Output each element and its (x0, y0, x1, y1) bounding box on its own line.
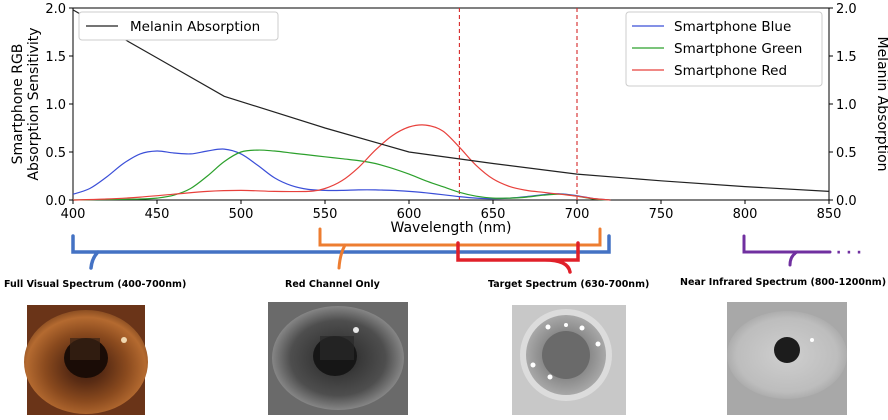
y-right-tick-label: 1.5 (836, 50, 857, 65)
series-layer (72, 9, 830, 201)
y-left-tick-label: 1.5 (45, 50, 66, 65)
target-spectrum-boundary-lines (458, 8, 578, 200)
bracket-near-infrared-label: Near Infrared Spectrum (800-1200nm) (680, 277, 886, 288)
series-smartphone-red-line (72, 124, 611, 201)
x-tick-label: 500 (229, 207, 254, 222)
x-tick-label: 650 (481, 207, 506, 222)
legend-melanin-label: Melanin Absorption (130, 19, 260, 35)
x-tick-label: 700 (565, 207, 590, 222)
bracket-target-label: Target Spectrum (630-700nm) (488, 279, 649, 290)
x-tick-label: 550 (313, 207, 338, 222)
y-right-tick-label: 0.5 (836, 146, 857, 161)
x-tick-label: 750 (649, 207, 674, 222)
full-visual-eye-photo (24, 305, 148, 415)
bracket-full-visual-label: Full Visual Spectrum (400-700nm) (4, 279, 186, 290)
y-right-tick-label: 0.0 (836, 194, 857, 209)
legend-rgb: Smartphone Blue Smartphone Green Smartph… (625, 11, 823, 87)
y-axis-left-label-line-1: Smartphone RGB (10, 44, 26, 165)
x-axis-label: Wavelength (nm) (391, 220, 512, 236)
x-tick-label: 450 (145, 207, 170, 222)
y-right-tick-label: 1.0 (836, 98, 857, 113)
target-spectrum-eye-photo (512, 305, 626, 415)
y-axis-right-label: Melanin Absorption (874, 36, 888, 171)
red-channel-eye-photo (268, 302, 408, 415)
x-axis-ticks: 400 450 500 550 600 650 700 750 800 850 (61, 200, 842, 222)
y-axis-right-ticks: 0.0 0.5 1.0 1.5 2.0 (829, 2, 857, 209)
y-left-tick-label: 2.0 (45, 2, 66, 17)
bracket-near-infrared-shape (742, 234, 832, 267)
y-axis-left-label: Smartphone RGB Absorption Sensitivity (10, 27, 42, 180)
legend-melanin: Melanin Absorption (78, 11, 279, 41)
bracket-red-channel: Red Channel Only (285, 227, 602, 290)
bracket-red-channel-label: Red Channel Only (285, 279, 381, 290)
y-axis-left-ticks: 0.0 0.5 1.0 1.5 2.0 (45, 2, 73, 209)
y-right-tick-label: 2.0 (836, 2, 857, 17)
legend-red-label: Smartphone Red (674, 63, 787, 79)
x-tick-label: 400 (61, 207, 86, 222)
near-infrared-eye-photo (727, 302, 847, 415)
series-melanin-absorption-line (72, 9, 830, 192)
legend-blue-label: Smartphone Blue (674, 19, 791, 35)
bracket-near-infrared: · · · Near Infrared Spectrum (800-1200nm… (680, 234, 886, 288)
series-smartphone-green-line (72, 149, 611, 201)
bracket-target-shape (456, 241, 580, 274)
legend-melanin-box (78, 11, 279, 41)
legend-green-label: Smartphone Green (674, 41, 802, 57)
y-left-tick-label: 0.0 (45, 194, 66, 209)
y-left-tick-label: 0.5 (45, 146, 66, 161)
legend-rgb-box (625, 11, 823, 87)
x-tick-label: 800 (733, 207, 758, 222)
x-tick-label: 600 (397, 207, 422, 222)
x-tick-label: 850 (817, 207, 842, 222)
bracket-target: Target Spectrum (630-700nm) (456, 241, 649, 290)
bracket-red-channel-shape (318, 227, 602, 270)
y-left-tick-label: 1.0 (45, 98, 66, 113)
near-infrared-continuation: · · · (836, 245, 862, 261)
series-smartphone-blue-line (72, 148, 611, 201)
y-axis-left-label-line-2: Absorption Sensitivity (26, 27, 42, 180)
